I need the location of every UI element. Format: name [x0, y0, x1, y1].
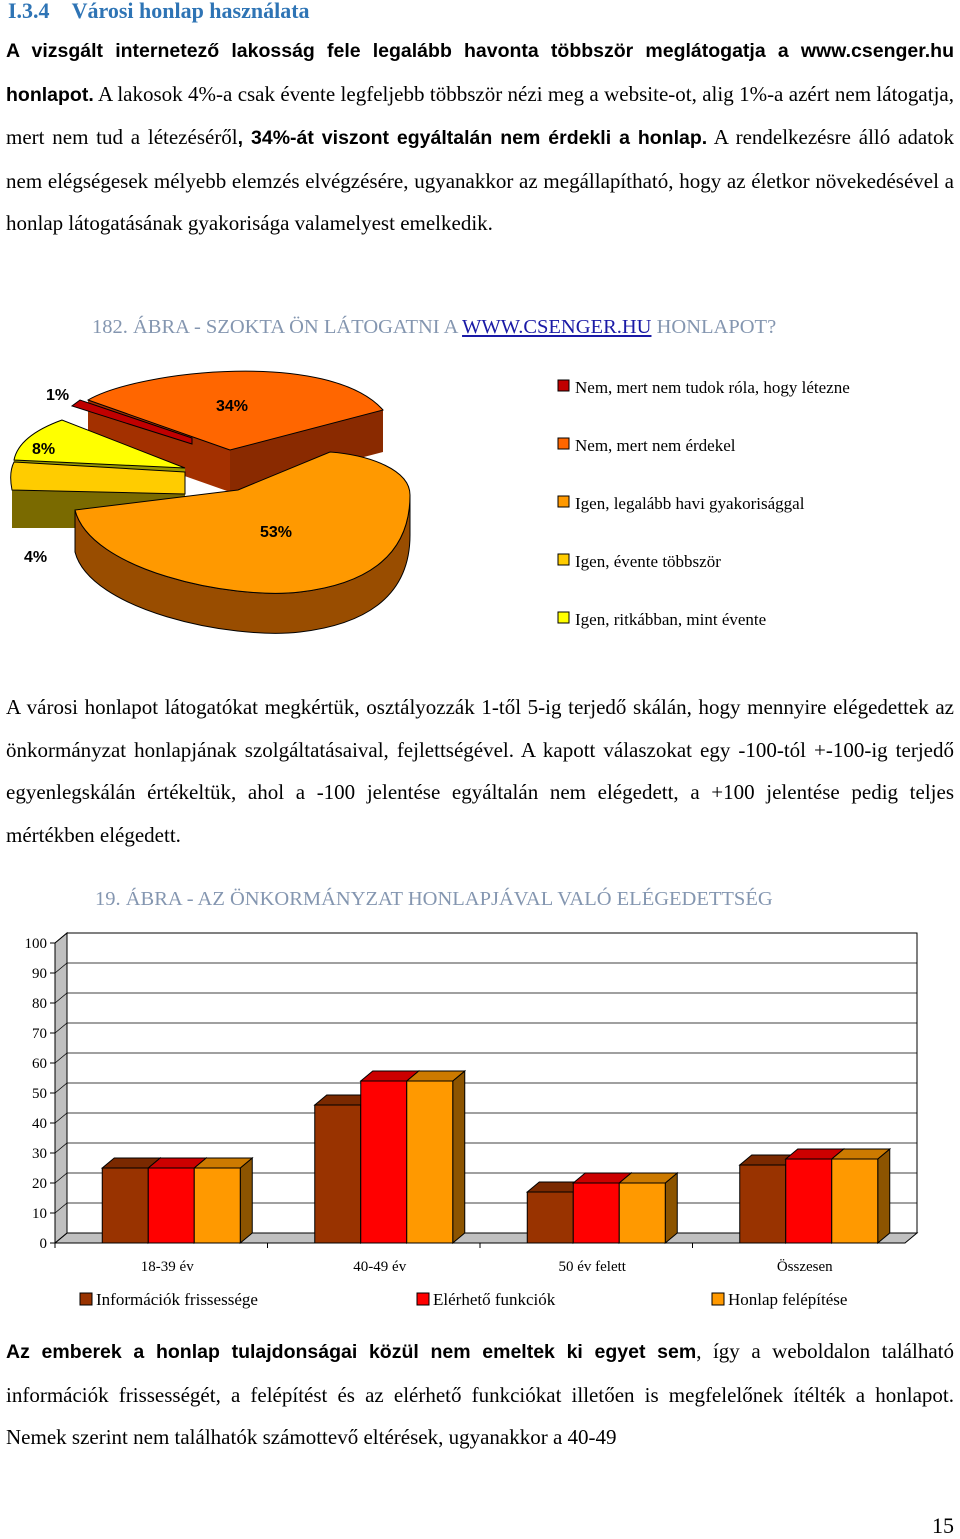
grid-diagonal: [54, 1142, 68, 1154]
grid-diagonal: [54, 1052, 68, 1064]
pie-slice-ritkabban: [13, 419, 186, 469]
legend-label-nem-erdekel: Nem, mert nem érdekel: [575, 436, 736, 455]
section-title: Városi honlap használata: [71, 0, 310, 23]
figure-caption-19: 19. ÁBRA - AZ ÖNKORMÁNYZAT HONLAPJÁVAL V…: [95, 888, 773, 910]
figure-caption-182: 182. ÁBRA - SZOKTA ÖN LÁTOGATNI A WWW.CS…: [92, 316, 776, 339]
bar: [572, 1182, 620, 1244]
y-tick-label: 40: [32, 1116, 47, 1132]
pie-label-evente: 4%: [24, 549, 47, 566]
legend-swatch: [711, 1292, 725, 1306]
y-tick-label: 100: [25, 936, 48, 952]
bar: [526, 1191, 574, 1244]
y-tick-label: 50: [32, 1086, 47, 1102]
paragraph-3: Az emberek a honlap tulajdonságai közül …: [6, 1330, 954, 1459]
bar-side: [239, 1156, 253, 1245]
bar: [785, 1158, 833, 1244]
bar: [406, 1080, 454, 1244]
caption1-post: HONLAPOT?: [651, 316, 777, 338]
pie-slice-nem-tudok: [70, 399, 193, 445]
legend-label-ritkabban: Igen, ritkábban, mint évente: [575, 610, 766, 629]
grid-diagonal: [54, 1232, 68, 1244]
y-tick-label: 60: [32, 1056, 47, 1072]
grid-diagonal: [54, 1082, 68, 1094]
bar: [314, 1104, 362, 1244]
para3-bold: Az emberek a honlap tulajdonságai közül …: [6, 1341, 697, 1363]
para1-bold-2: , 34%-át viszont egyáltalán nem érdekli …: [237, 127, 708, 149]
legend-label: Elérhető funkciók: [433, 1290, 556, 1309]
grid-diagonal: [54, 1172, 68, 1184]
pie-label-nem-tudok: 1%: [46, 387, 69, 404]
y-tick-label: 20: [32, 1176, 47, 1192]
bar: [360, 1080, 408, 1244]
para1-text-1: A lakosok 4%-a csak évente legfeljebb tö…: [6, 81, 954, 150]
legend-swatch-nem-erdekel: [557, 437, 570, 450]
y-tick-label: 10: [32, 1206, 47, 1222]
grid-diagonal: [54, 962, 68, 974]
x-tick-label: Összesen: [777, 1258, 833, 1275]
legend-label: Honlap felépítése: [728, 1290, 847, 1309]
legend-swatch: [416, 1292, 430, 1306]
bar: [147, 1167, 195, 1244]
x-tick-label: 18-39 év: [141, 1259, 194, 1275]
y-tick-label: 0: [40, 1236, 48, 1252]
legend-label-nem-tudok: Nem, mert nem tudok róla, hogy létezne: [575, 378, 850, 397]
legend-swatch-havi: [557, 495, 570, 508]
legend-swatch: [79, 1292, 93, 1306]
bar: [618, 1182, 666, 1244]
legend-swatch-evente: [557, 553, 570, 566]
pie-slice-havi: [74, 451, 411, 594]
caption1-pre: 182. ÁBRA - SZOKTA ÖN LÁTOGATNI A: [92, 316, 463, 338]
y-tick-label: 70: [32, 1026, 47, 1042]
pie-slice-nem-erdekel: [86, 370, 384, 451]
section-number: I.3.4: [8, 0, 50, 23]
legend-label-evente: Igen, évente többször: [575, 552, 721, 571]
pie-legend: Nem, mert nem tudok róla, hogy létezne N…: [557, 378, 850, 629]
legend-label: Információk frissessége: [96, 1290, 258, 1309]
para1-bold-1: A vizsgált internetező lakosság fele leg…: [6, 40, 954, 106]
y-tick-label: 80: [32, 996, 47, 1012]
y-tick-label: 90: [32, 966, 47, 982]
bar-side: [452, 1069, 466, 1245]
para1-text-2: A rendelkezésre álló adatok nem elégsége…: [6, 125, 954, 235]
pie-chart: 1% 34% 8% 53% 4% Nem, mert nem tudok ról…: [10, 370, 850, 634]
pie-label-nem-erdekel: 34%: [216, 398, 248, 415]
legend-label-havi: Igen, legalább havi gyakorisággal: [575, 494, 805, 513]
bar: [831, 1158, 879, 1244]
grid-diagonal: [54, 1112, 68, 1124]
bar: [739, 1164, 787, 1244]
bar-side: [664, 1171, 678, 1245]
pie-slice-evente: [10, 461, 186, 495]
page-number: 15: [932, 1513, 954, 1538]
bar-side: [877, 1147, 891, 1245]
paragraph-1: A vizsgált internetező lakosság fele leg…: [6, 29, 954, 245]
para3-text: , így a weboldalon található információk…: [6, 1339, 954, 1449]
pie-slice-nem-erdekel-side-right: [230, 410, 383, 492]
bar-chart: 0 10 20 30 40 50 60 70 80 90 100 18-39 év 40-49 év 50…: [25, 931, 919, 1309]
grid-diagonal: [54, 932, 68, 944]
bar: [101, 1167, 149, 1244]
website-link[interactable]: WWW.CSENGER.HU: [462, 316, 652, 338]
legend-swatch-ritkabban: [557, 611, 570, 624]
x-tick-label: 40-49 év: [353, 1259, 406, 1275]
legend-swatch-nem-tudok: [557, 379, 570, 392]
grid-diagonal: [54, 1202, 68, 1214]
grid-diagonal: [54, 1022, 68, 1034]
pie-label-havi: 53%: [260, 524, 292, 541]
section-heading: I.3.4 Városi honlap használata: [8, 0, 310, 24]
x-tick-label: 50 év felett: [559, 1259, 627, 1275]
y-tick-label: 30: [32, 1146, 47, 1162]
pie-slice-nem-erdekel-side: [88, 400, 230, 492]
pie-label-ritkabban: 8%: [32, 441, 55, 458]
bar: [193, 1167, 241, 1244]
paragraph-2: A városi honlapot látogatókat megkértük,…: [6, 695, 954, 847]
grid-diagonal: [54, 992, 68, 1004]
